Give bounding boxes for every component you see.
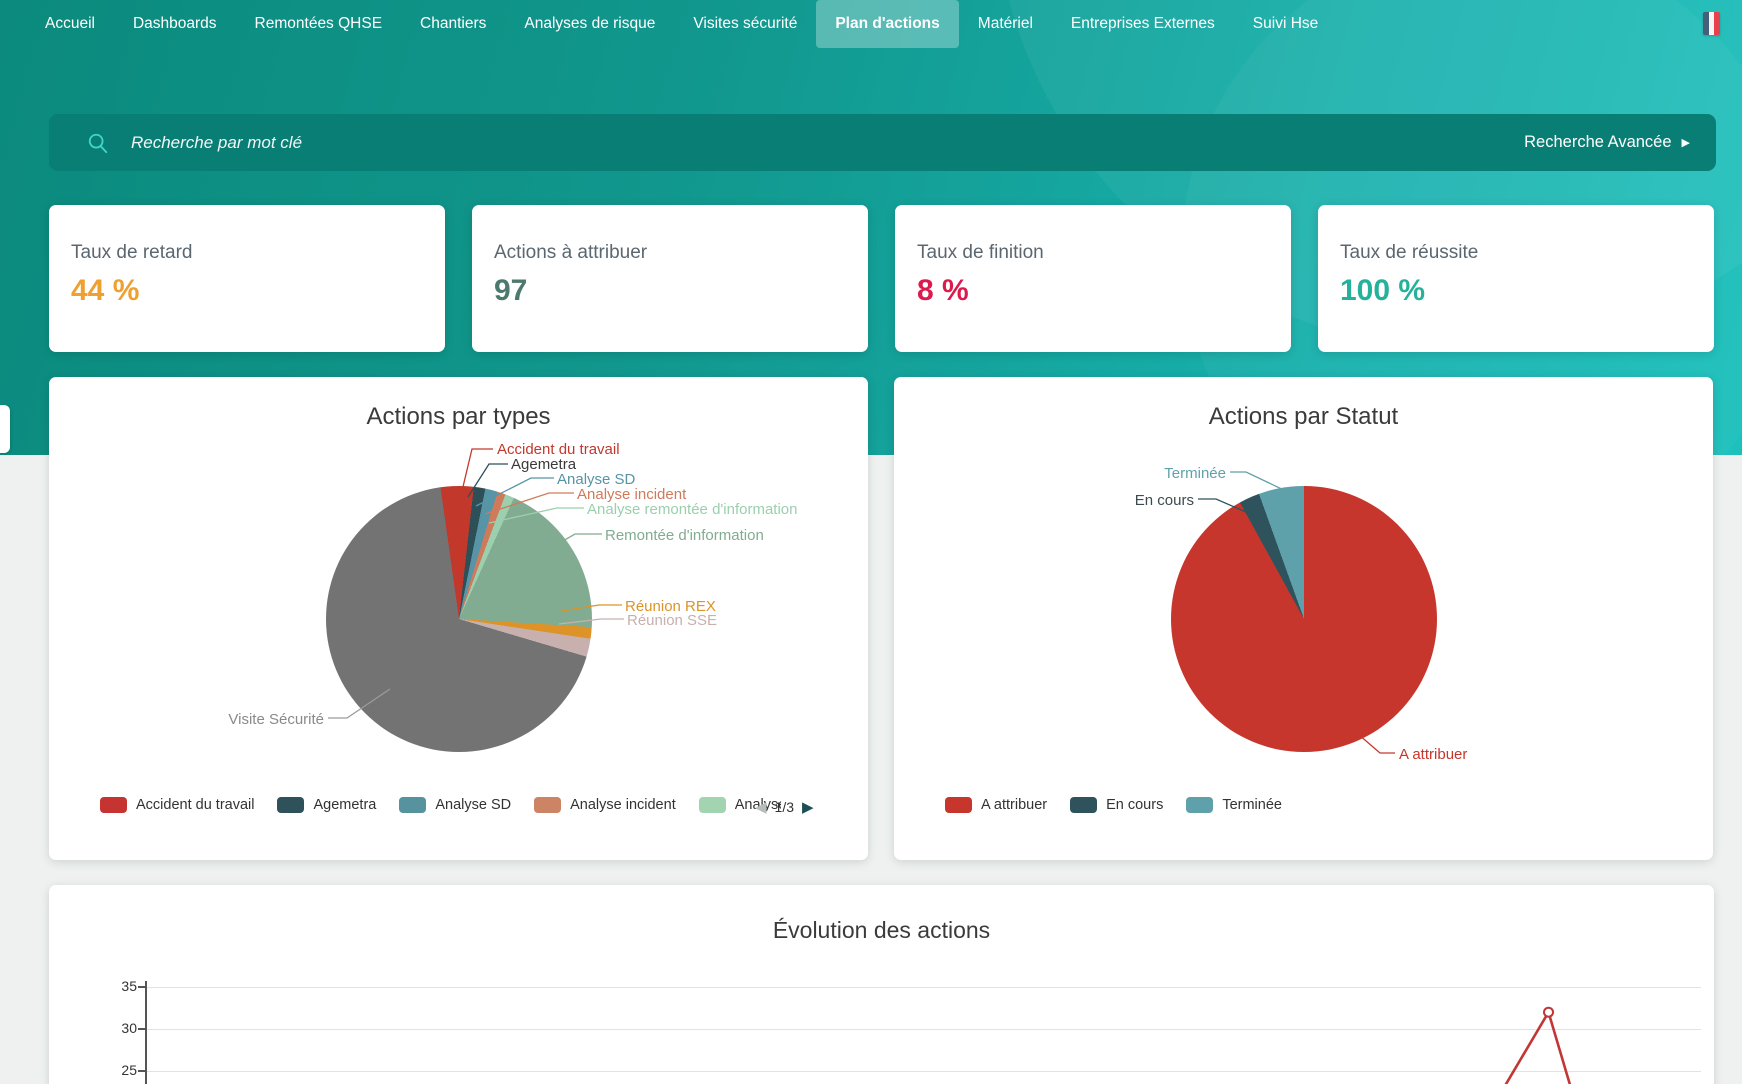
- kpi-value: 97: [494, 274, 528, 307]
- pie-slice-label: Réunion SSE: [627, 612, 718, 629]
- y-axis-line: [145, 981, 147, 1084]
- legend-label: Analyse SD: [435, 797, 512, 813]
- legend-item[interactable]: A attribuer: [945, 797, 1047, 813]
- y-axis-tick-label: 30: [121, 1020, 137, 1036]
- legend-label: A attribuer: [981, 797, 1048, 813]
- side-panel-tab[interactable]: [0, 405, 10, 453]
- pie-actions-par-statut[interactable]: [1171, 486, 1437, 752]
- legend-actions-par-types: Accident du travail Agemetra Analyse SD …: [100, 797, 781, 813]
- kpi-card-taux-de-finition: Taux de finition 8 %: [895, 205, 1291, 352]
- legend-item[interactable]: Terminée: [1186, 797, 1282, 813]
- legend-item[interactable]: Analyse SD: [399, 797, 511, 813]
- legend-label: Accident du travail: [136, 797, 255, 813]
- y-axis-tick-label: 25: [121, 1062, 137, 1078]
- legend-item[interactable]: Analyse incident: [534, 797, 676, 813]
- flag-stripe: [1703, 12, 1709, 35]
- advanced-search-button[interactable]: Recherche Avancée ▶: [1524, 133, 1690, 152]
- line-series-actions: [1504, 1006, 1572, 1084]
- pie-slice-label: Réunion REX: [625, 598, 716, 615]
- chart-card-actions-par-statut: Actions par Statut Terminée En cours A a…: [894, 377, 1713, 860]
- language-flag-icon[interactable]: [1703, 12, 1720, 35]
- y-axis-tick-label: 35: [121, 978, 137, 994]
- pie-slice-label: Analyse remontée d'information: [587, 501, 798, 518]
- pie-slice-label: En cours: [1134, 492, 1194, 509]
- legend-swatch: [1070, 797, 1098, 813]
- pie-actions-par-types[interactable]: [326, 486, 592, 752]
- pie-slice-label: Visite Sécurité: [228, 711, 324, 728]
- kpi-label: Taux de finition: [917, 242, 1044, 263]
- legend-item[interactable]: Analyse remontée d'information: [698, 797, 781, 813]
- pie-slice-label: Remontée d'information: [605, 527, 764, 544]
- legend-item[interactable]: Accident du travail: [100, 797, 254, 813]
- chart-title: Évolution des actions: [772, 917, 991, 943]
- kpi-value: 8 %: [917, 274, 969, 307]
- kpi-label: Taux de retard: [71, 242, 193, 263]
- gridline: [145, 1029, 1701, 1030]
- chart-title: Actions par types: [366, 403, 551, 430]
- nav-item-remontees-qhse[interactable]: Remontées QHSE: [254, 15, 383, 32]
- kpi-card-taux-de-retard: Taux de retard 44 %: [49, 205, 445, 352]
- pie-slice-label: Analyse incident: [577, 486, 687, 503]
- legend-label: Analyse incident: [570, 797, 676, 813]
- kpi-card-actions-a-attribuer: Actions à attribuer 97: [472, 205, 868, 352]
- legend-label: Analyse remontée d'information: [734, 797, 781, 813]
- caret-right-icon: ▶: [1681, 137, 1690, 149]
- legend-swatch: [698, 797, 726, 813]
- legend-prev-icon[interactable]: ◀: [755, 799, 767, 816]
- y-axis-tick: [138, 1070, 145, 1072]
- nav-item-chantiers[interactable]: Chantiers: [420, 15, 487, 32]
- pie-slice-label: Accident du travail: [497, 441, 620, 458]
- flag-stripe: [1714, 12, 1720, 35]
- top-navigation: Accueil Dashboards Remontées QHSE Chanti…: [0, 0, 1742, 48]
- search-input[interactable]: [131, 132, 1525, 153]
- kpi-card-taux-de-reussite: Taux de réussite 100 %: [1318, 205, 1714, 352]
- nav-item-plan-dactions-active[interactable]: Plan d'actions: [816, 0, 959, 48]
- kpi-value: 100 %: [1340, 274, 1426, 307]
- nav-item-accueil[interactable]: Accueil: [45, 15, 95, 32]
- advanced-search-label: Recherche Avancée: [1524, 133, 1672, 151]
- legend-swatch: [534, 797, 562, 813]
- search-icon: [88, 133, 108, 153]
- chart-card-actions-par-types: Actions par types Accident du travail Ag…: [49, 377, 868, 860]
- legend-swatch: [399, 797, 427, 813]
- gridline: [145, 1071, 1701, 1072]
- kpi-value: 44 %: [71, 274, 140, 307]
- search-bar: Recherche Avancée ▶: [49, 114, 1716, 171]
- nav-item-dashboards[interactable]: Dashboards: [132, 15, 217, 32]
- pie-slice-label: A attribuer: [1399, 746, 1468, 763]
- nav-item-visites-securite[interactable]: Visites sécurité: [693, 15, 798, 32]
- nav-item-analyses-de-risque[interactable]: Analyses de risque: [524, 15, 656, 32]
- legend-label: En cours: [1106, 797, 1164, 813]
- legend-label: Terminée: [1222, 797, 1282, 813]
- pie-slice-label: Agemetra: [511, 456, 577, 473]
- y-axis-tick: [138, 1028, 145, 1030]
- legend-swatch: [277, 797, 305, 813]
- kpi-label: Taux de réussite: [1340, 242, 1479, 263]
- nav-item-materiel[interactable]: Matériel: [977, 15, 1033, 32]
- legend-swatch: [1186, 797, 1214, 813]
- flag-stripe: [1708, 12, 1715, 35]
- kpi-label: Actions à attribuer: [494, 242, 648, 263]
- legend-swatch: [945, 797, 972, 813]
- legend-item[interactable]: En cours: [1070, 797, 1163, 813]
- pie-slice-label: Analyse SD: [557, 471, 636, 488]
- chart-title: Actions par Statut: [1208, 403, 1399, 430]
- legend-page-indicator: 1/3: [774, 799, 795, 815]
- legend-swatch: [100, 797, 127, 813]
- legend-pagination: ◀ 1/3 ▶: [755, 798, 814, 816]
- legend-next-icon[interactable]: ▶: [802, 799, 814, 816]
- legend-label: Agemetra: [313, 797, 377, 813]
- chart-card-evolution-des-actions: Évolution des actions 35 30 25: [49, 885, 1714, 1084]
- pie-slice-label: Terminée: [1164, 465, 1226, 482]
- kpi-row: Taux de retard 44 % Actions à attribuer …: [49, 205, 1714, 352]
- gridline: [145, 987, 1701, 988]
- legend-item[interactable]: Agemetra: [277, 797, 376, 813]
- nav-item-suivi-hse[interactable]: Suivi Hse: [1252, 15, 1319, 32]
- y-axis-tick: [138, 986, 145, 988]
- legend-actions-par-statut: A attribuer En cours Terminée: [945, 797, 1282, 813]
- nav-item-entreprises-externes[interactable]: Entreprises Externes: [1070, 15, 1215, 32]
